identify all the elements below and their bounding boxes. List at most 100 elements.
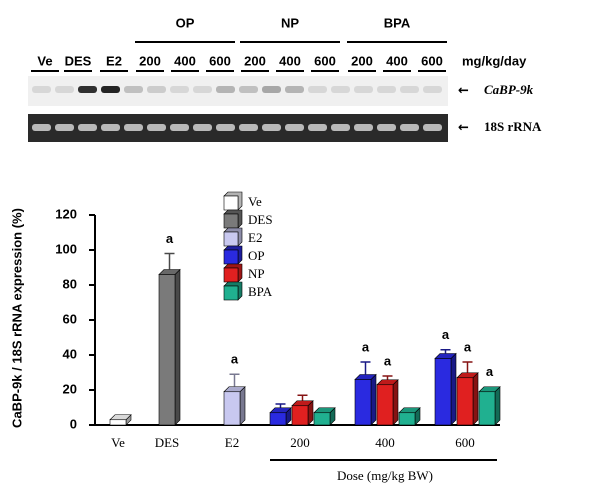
- significance-label: a: [166, 231, 174, 246]
- y-tick-label: 80: [63, 276, 77, 291]
- blot-band: [193, 86, 212, 93]
- y-tick-label: 0: [70, 416, 77, 431]
- dose-label: 400: [174, 53, 196, 68]
- legend-swatch: [223, 213, 239, 229]
- blot-band: [170, 124, 189, 131]
- y-tick-label: 40: [63, 346, 77, 361]
- legend-label: Ve: [248, 194, 262, 209]
- blot-band: [262, 124, 281, 131]
- bar-side: [370, 373, 377, 426]
- unit-label: mg/kg/day: [462, 53, 527, 68]
- bar: [398, 412, 416, 426]
- blot-strip: [28, 76, 448, 106]
- legend-swatch: [223, 195, 239, 211]
- blot-band: [147, 86, 166, 93]
- blot-band: [285, 124, 304, 131]
- bar: [376, 384, 394, 426]
- bar: [456, 377, 474, 426]
- x-tick-label: 600: [455, 435, 475, 450]
- legend-swatch: [223, 267, 239, 283]
- bar-side: [472, 372, 479, 426]
- dose-label: 400: [386, 53, 408, 68]
- x-tick-label: DES: [155, 435, 180, 450]
- band-label: 18S rRNA: [484, 119, 542, 134]
- blot-band: [216, 124, 235, 131]
- blot-band: [423, 86, 442, 93]
- bar-side: [494, 386, 501, 426]
- dose-label: 200: [244, 53, 266, 68]
- blot-band: [124, 86, 143, 93]
- legend-label: DES: [248, 212, 273, 227]
- blot-band: [101, 86, 120, 93]
- bar: [478, 391, 496, 426]
- blot-band: [170, 86, 189, 93]
- bar-side: [174, 268, 181, 426]
- significance-label: a: [231, 352, 239, 367]
- dose-label: 600: [209, 53, 231, 68]
- blot-band: [124, 124, 143, 131]
- legend-swatch: [223, 285, 239, 301]
- x-tick-label: 400: [375, 435, 395, 450]
- legend-label: E2: [248, 230, 262, 245]
- blot-band: [32, 86, 51, 93]
- blot-band: [239, 124, 258, 131]
- dose-label: 400: [279, 53, 301, 68]
- x-axis-label: Dose (mg/kg BW): [337, 468, 433, 483]
- lane-label: DES: [65, 53, 92, 68]
- blot-band: [400, 124, 419, 131]
- bar-side: [450, 352, 457, 426]
- significance-label: a: [486, 364, 494, 379]
- legend-label: BPA: [248, 284, 273, 299]
- blot-band: [216, 86, 235, 93]
- y-tick-label: 120: [55, 206, 77, 221]
- blot-band: [377, 86, 396, 93]
- bar: [158, 274, 176, 426]
- group-label: BPA: [384, 15, 411, 30]
- bar-side: [392, 379, 399, 426]
- blot-band: [377, 124, 396, 131]
- significance-label: a: [362, 339, 370, 354]
- band-label: CaBP-9k: [484, 82, 534, 97]
- blot-band: [423, 124, 442, 131]
- lane-label: E2: [106, 53, 122, 68]
- significance-label: a: [384, 353, 392, 368]
- bar: [434, 358, 452, 426]
- blot-band: [55, 124, 74, 131]
- bar-side: [239, 386, 246, 426]
- bar: [269, 412, 287, 426]
- legend-label: OP: [248, 248, 265, 263]
- blot-band: [55, 86, 74, 93]
- group-label: NP: [281, 15, 299, 30]
- legend-label: NP: [248, 266, 265, 281]
- significance-label: a: [442, 327, 450, 342]
- blot-band: [354, 86, 373, 93]
- significance-label: a: [464, 339, 472, 354]
- blot-band: [285, 86, 304, 93]
- bar: [354, 379, 372, 426]
- y-tick-label: 60: [63, 311, 77, 326]
- blot-band: [101, 124, 120, 131]
- band-arrow: ←: [458, 121, 469, 136]
- bar: [223, 391, 241, 426]
- blot-band: [400, 86, 419, 93]
- band-arrow: ←: [458, 84, 469, 99]
- blot-band: [78, 124, 97, 131]
- blot-band: [331, 124, 350, 131]
- blot-band: [239, 86, 258, 93]
- blot-band: [354, 124, 373, 131]
- blot-band: [308, 86, 327, 93]
- blot-band: [331, 86, 350, 93]
- y-tick-label: 20: [63, 381, 77, 396]
- x-tick-label: Ve: [111, 435, 125, 450]
- legend-swatch: [223, 249, 239, 265]
- dose-label: 200: [139, 53, 161, 68]
- blot-band: [193, 124, 212, 131]
- blot-band: [147, 124, 166, 131]
- blot-band: [308, 124, 327, 131]
- blot-band: [32, 124, 51, 131]
- dose-label: 600: [314, 53, 336, 68]
- x-tick-label: E2: [225, 435, 239, 450]
- bar: [291, 405, 309, 426]
- dose-label: 600: [421, 53, 443, 68]
